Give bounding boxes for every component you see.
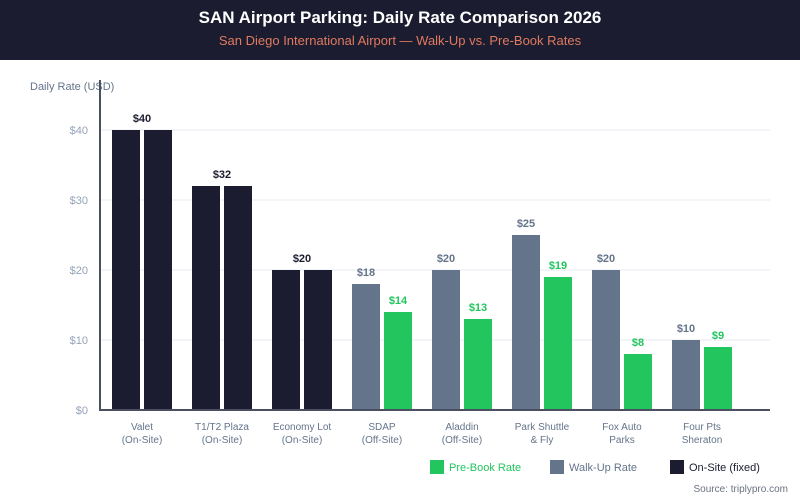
bar-on-site xyxy=(144,130,172,410)
data-label-pre-book: $14 xyxy=(389,295,408,307)
bar-on-site xyxy=(112,130,140,410)
x-tick-label: (Off-Site) xyxy=(362,435,402,446)
bar-walk-up xyxy=(512,235,540,410)
x-tick-label: (On-Site) xyxy=(122,435,163,446)
x-tick-label: Valet xyxy=(131,422,153,433)
bar-on-site xyxy=(192,186,220,410)
legend-swatch xyxy=(550,460,564,474)
legend-swatch xyxy=(670,460,684,474)
x-tick-label: Four Pts xyxy=(683,422,721,433)
y-tick-label: $40 xyxy=(70,125,88,137)
bar-on-site xyxy=(224,186,252,410)
chart-title: SAN Airport Parking: Daily Rate Comparis… xyxy=(198,8,602,27)
x-tick-label: Fox Auto xyxy=(602,422,642,433)
x-tick-label: (On-Site) xyxy=(282,435,323,446)
y-tick-label: $20 xyxy=(70,265,88,277)
bar-walk-up xyxy=(592,270,620,410)
chart-subtitle: San Diego International Airport — Walk-U… xyxy=(218,33,582,48)
bar-pre-book xyxy=(624,354,652,410)
data-label: $20 xyxy=(293,253,311,265)
data-label: $32 xyxy=(213,169,231,181)
x-tick-label: SDAP xyxy=(368,422,396,433)
x-tick-label: T1/T2 Plaza xyxy=(195,422,249,433)
header: SAN Airport Parking: Daily Rate Comparis… xyxy=(0,0,800,60)
bar-on-site xyxy=(272,270,300,410)
bar-walk-up xyxy=(352,284,380,410)
data-label-walk-up: $25 xyxy=(517,218,535,230)
source-note: Source: triplypro.com xyxy=(693,484,788,495)
legend-label: On-Site (fixed) xyxy=(689,462,760,474)
data-label-walk-up: $20 xyxy=(437,253,455,265)
legend-label: Walk-Up Rate xyxy=(569,462,637,474)
bar-walk-up xyxy=(672,340,700,410)
bar-pre-book xyxy=(544,277,572,410)
bar-pre-book xyxy=(384,312,412,410)
data-label-walk-up: $10 xyxy=(677,323,695,335)
x-tick-label: Sheraton xyxy=(682,435,723,446)
x-tick-label: (Off-Site) xyxy=(442,435,482,446)
x-tick-label: Park Shuttle xyxy=(515,422,570,433)
bar-on-site xyxy=(304,270,332,410)
x-tick-label: Parks xyxy=(609,435,635,446)
legend-swatch xyxy=(430,460,444,474)
legend-label: Pre-Book Rate xyxy=(449,462,521,474)
data-label-pre-book: $8 xyxy=(632,337,644,349)
y-tick-label: $10 xyxy=(70,335,88,347)
data-label-pre-book: $13 xyxy=(469,302,487,314)
x-tick-label: & Fly xyxy=(531,435,554,446)
data-label-walk-up: $18 xyxy=(357,267,375,279)
data-label-walk-up: $20 xyxy=(597,253,615,265)
x-tick-label: Aladdin xyxy=(445,422,478,433)
data-label-pre-book: $19 xyxy=(549,260,567,272)
bar-pre-book xyxy=(704,347,732,410)
x-tick-label: (On-Site) xyxy=(202,435,243,446)
data-label-pre-book: $9 xyxy=(712,330,724,342)
y-tick-label: $30 xyxy=(70,195,88,207)
bar-pre-book xyxy=(464,319,492,410)
y-axis-label: Daily Rate (USD) xyxy=(30,81,114,93)
data-label: $40 xyxy=(133,113,151,125)
y-tick-label: $0 xyxy=(76,405,88,417)
x-tick-label: Economy Lot xyxy=(273,422,332,433)
bar-walk-up xyxy=(432,270,460,410)
